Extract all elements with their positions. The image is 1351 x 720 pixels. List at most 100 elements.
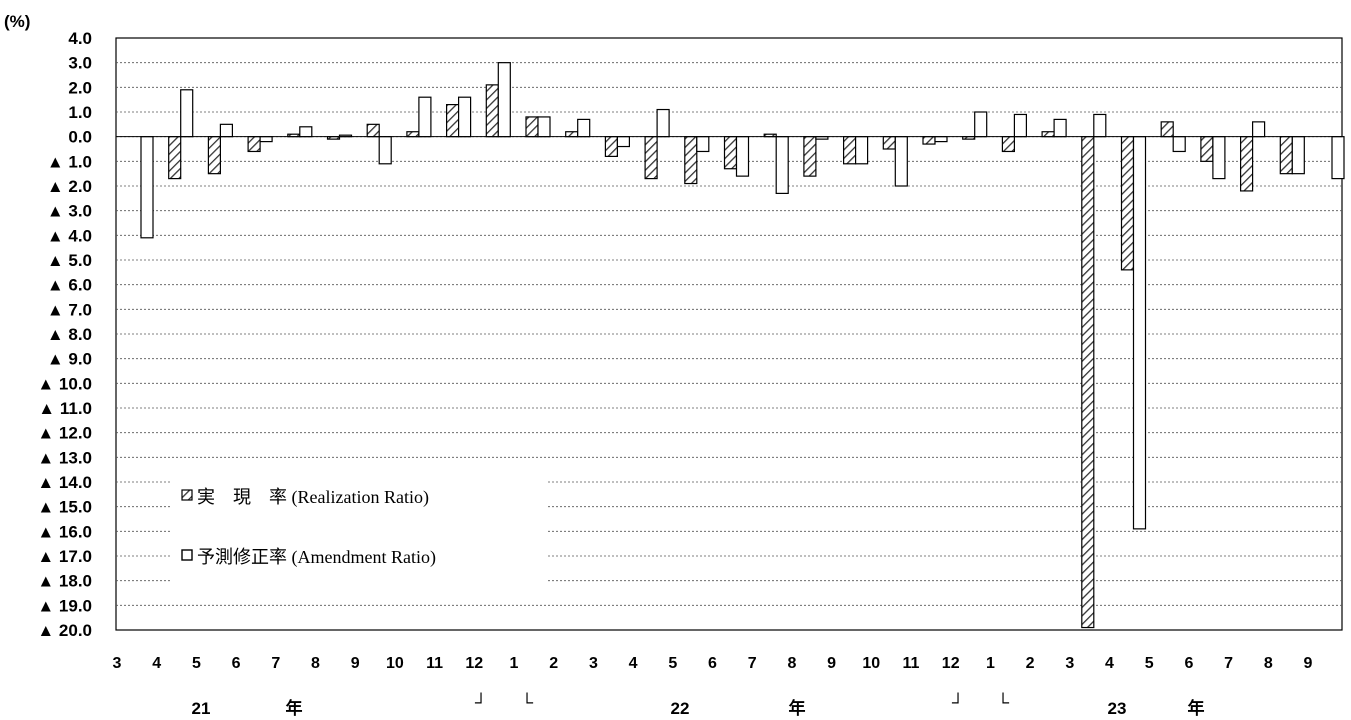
bar-realization [247, 136, 261, 153]
x-tick-label: 7 [271, 655, 280, 672]
legend: 実 現 率 (Realization Ratio) 予測修正率 (Amendme… [170, 470, 548, 582]
legend-label-realization: 実 現 率 (Realization Ratio) [197, 487, 429, 508]
bar-realization [922, 136, 936, 145]
bar-realization [1239, 136, 1254, 192]
y-tick-label: ▲ 2.0 [47, 177, 92, 196]
x-tick-label: 4 [1105, 655, 1114, 672]
bar-amendment [1093, 113, 1107, 138]
bar-amendment [1013, 113, 1028, 138]
bar-amendment [577, 118, 591, 138]
y-tick-label: 4.0 [68, 29, 92, 48]
bar-amendment [854, 136, 869, 165]
x-tick-label: 2 [1026, 655, 1035, 672]
bar-realization [1120, 136, 1135, 271]
bar-realization [1160, 121, 1174, 138]
year-number: 22 [671, 699, 690, 718]
bar-amendment [458, 96, 472, 138]
x-tick-label: 12 [942, 655, 960, 672]
y-tick-label: ▲ 13.0 [37, 448, 92, 467]
y-tick-label: ▲ 17.0 [37, 547, 92, 566]
y-tick-label: 0.0 [68, 128, 92, 147]
year-number: 23 [1108, 699, 1127, 718]
y-axis-tick-labels: 4.0 3.0 2.0 1.0 0.0 ▲ 1.0 ▲ 2.0 ▲ 3.0 ▲ 4.0 ▲ 5.0… [37, 29, 92, 640]
bar-realization [366, 123, 380, 138]
bar-amendment [299, 126, 313, 138]
year-kanji: 年 [286, 698, 303, 718]
x-tick-label: 1 [986, 655, 995, 672]
y-tick-label: ▲ 5.0 [47, 251, 92, 270]
bar-realization [803, 136, 817, 177]
bar-realization [1200, 136, 1214, 162]
x-tick-label: 8 [787, 655, 796, 672]
bar-realization [1001, 136, 1016, 153]
bar-amendment [378, 136, 392, 165]
x-tick-label: 4 [152, 655, 161, 672]
year-number: 21 [192, 699, 211, 718]
x-tick-label: 5 [1145, 655, 1154, 672]
bar-amendment [1172, 136, 1186, 153]
bar-amendment [1331, 136, 1345, 180]
bar-realization [1041, 131, 1055, 138]
y-tick-label: ▲ 14.0 [37, 473, 92, 492]
year-bracket-close: ┘ [475, 692, 487, 712]
y-tick-label: ▲ 1.0 [47, 152, 92, 171]
x-tick-label: 3 [1065, 655, 1074, 672]
bar-amendment [735, 136, 750, 177]
y-axis-unit-label: (%) [4, 12, 30, 31]
bar-realization [525, 116, 539, 138]
x-tick-label: 1 [510, 655, 519, 672]
x-tick-label: 6 [708, 655, 717, 672]
bar-realization [406, 131, 420, 138]
bar-amendment [497, 62, 511, 138]
legend-label-amendment: 予測修正率 (Amendment Ratio) [197, 547, 436, 568]
y-tick-label: ▲ 3.0 [47, 202, 92, 221]
x-tick-label: 8 [1264, 655, 1273, 672]
bar-realization [604, 136, 619, 158]
x-tick-label: 11 [426, 655, 443, 672]
bar-amendment [894, 136, 908, 187]
bar-amendment [1251, 121, 1266, 138]
bar-realization [684, 136, 698, 185]
year-bracket-close: ┘ [952, 692, 964, 712]
y-tick-label: 1.0 [68, 103, 92, 122]
y-tick-label: ▲ 11.0 [38, 399, 92, 418]
y-tick-label: ▲ 18.0 [37, 572, 92, 591]
year-bracket-open: └ [521, 692, 534, 712]
x-axis-tick-labels: 3 4 5 6 7 8 9 10 11 12 1 2 3 4 5 6 7 8 9 10 11 12 1 2 3 4 5 6 7 8 9 [113, 655, 1313, 672]
legend-background [170, 470, 548, 582]
y-tick-label: ▲ 6.0 [47, 276, 92, 295]
y-tick-label: ▲ 9.0 [47, 350, 92, 369]
bar-realization [168, 136, 182, 180]
year-kanji: 年 [789, 698, 806, 718]
x-tick-label: 4 [629, 655, 638, 672]
bar-realization [1279, 136, 1293, 175]
bar-amendment [934, 136, 948, 143]
bar-amendment [1132, 136, 1147, 530]
x-tick-label: 10 [862, 655, 880, 672]
y-tick-label: ▲ 4.0 [47, 226, 92, 245]
bar-amendment [1053, 118, 1067, 138]
x-tick-label: 3 [589, 655, 598, 672]
x-tick-label: 6 [1184, 655, 1193, 672]
y-tick-label: ▲ 15.0 [37, 498, 92, 517]
x-tick-label: 2 [549, 655, 558, 672]
bar-amendment [775, 136, 789, 195]
y-tick-label: 2.0 [68, 78, 92, 97]
bar-realization [207, 136, 221, 175]
bar-realization [446, 103, 460, 138]
x-tick-label: 3 [113, 655, 122, 672]
x-tick-label: 6 [232, 655, 241, 672]
bar-amendment [616, 136, 631, 148]
year-kanji: 年 [1188, 698, 1205, 718]
bar-amendment [1291, 136, 1305, 175]
bar-realization [882, 136, 896, 150]
bar-amendment [259, 136, 273, 143]
x-tick-label: 8 [311, 655, 320, 672]
bar-amendment [219, 123, 233, 138]
bar-amendment [180, 89, 194, 138]
x-tick-label: 12 [465, 655, 483, 672]
bar-amendment [1212, 136, 1226, 180]
bar-realization [842, 136, 857, 165]
bar-realization [485, 84, 499, 138]
